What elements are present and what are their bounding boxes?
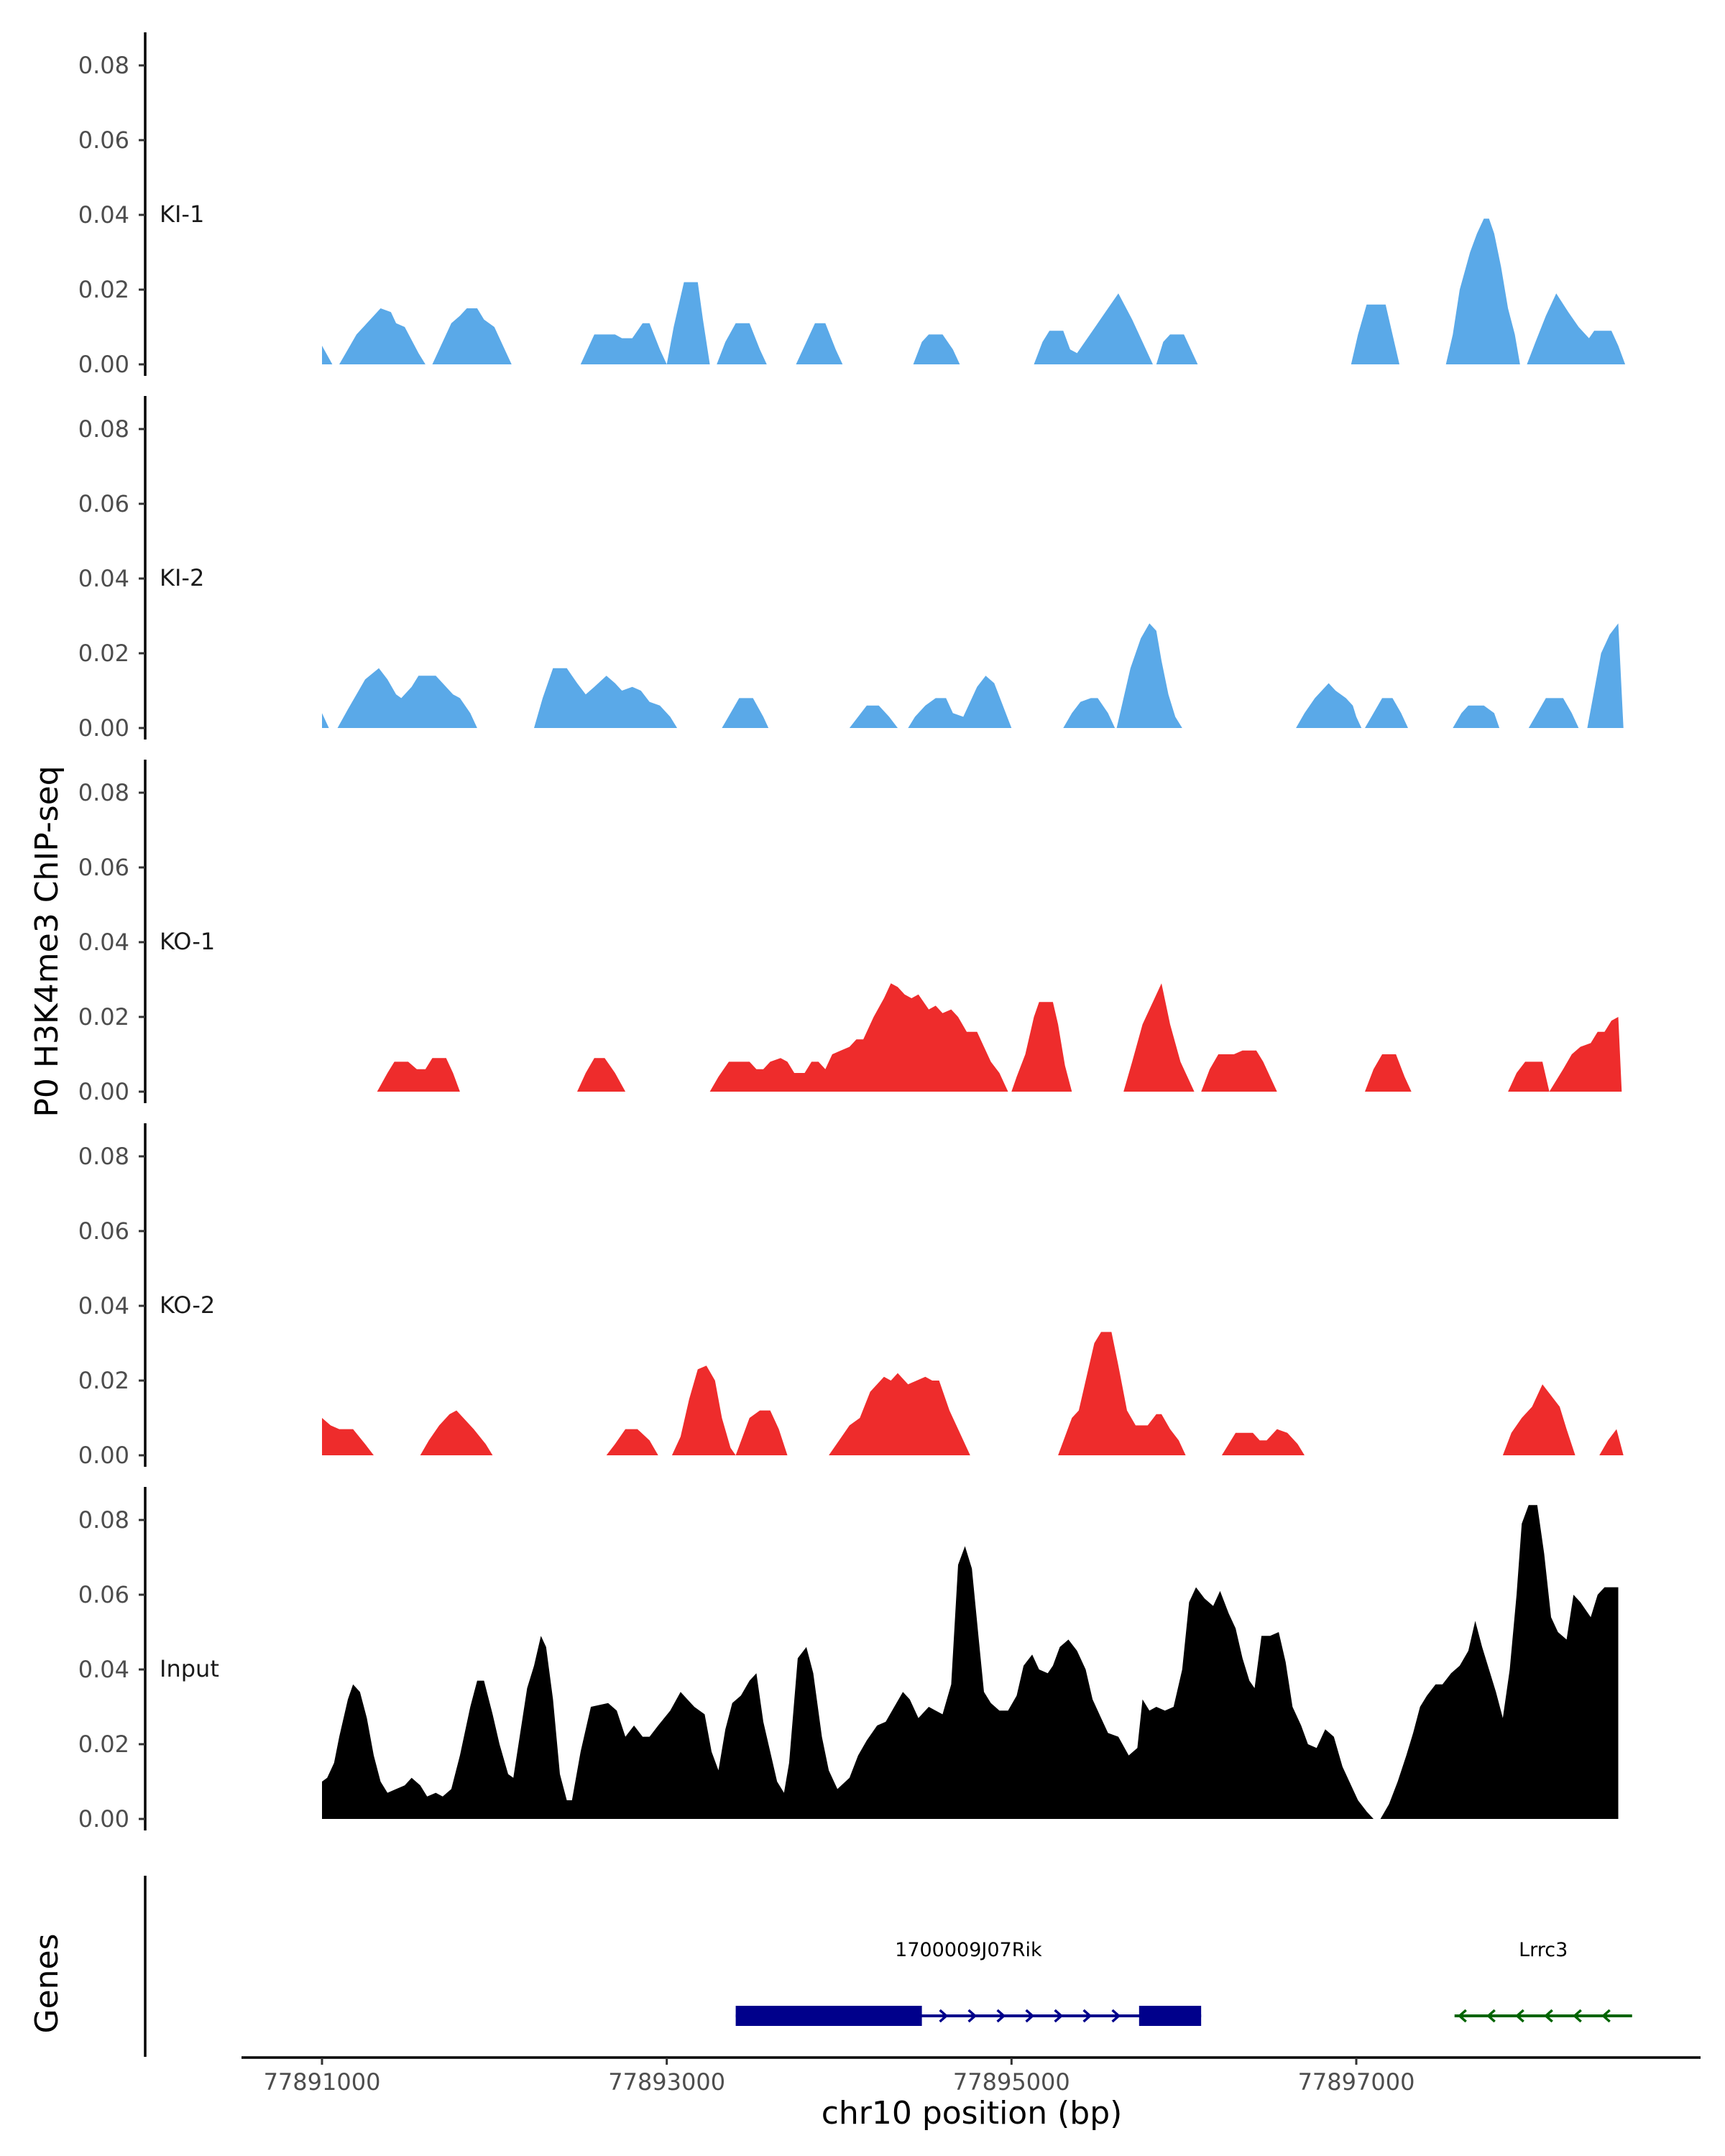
gene-strand-arrow [967,2009,978,2023]
y-tick-label: 0.02 [78,640,129,667]
tracks-layer: 0.00 0.02 0.04 0.06 0.08 KI-1 0.00 0.02 0.04 0.06… [78,32,1626,1833]
gene-strand-arrow [1601,2009,1611,2023]
y-tick-label: 0.00 [78,714,129,742]
track-area-ki-2 [322,623,1624,728]
gene-exon [1138,2006,1202,2026]
y-tick-label: 0.08 [78,52,129,79]
track-label-ki-1: KI-1 [160,201,204,228]
gene-1700009j07rik: 1700009J07Rik [735,1939,1202,2026]
track-label-input: Input [160,1655,219,1682]
gene-label: Lrrc3 [1519,1939,1568,1961]
y-tick-label: 0.08 [78,1143,129,1170]
track-panel-ki-1: 0.00 0.02 0.04 0.06 0.08 KI-1 [78,32,1626,378]
track-panel-ki-2: 0.00 0.02 0.04 0.06 0.08 KI-2 [78,396,1624,742]
y-tick-label: 0.04 [78,1656,129,1683]
x-tick-label: 77893000 [608,2068,725,2096]
x-axis: 77891000 77893000 77895000 77897000 [242,2056,1701,2096]
gene-strand-arrow [1573,2009,1582,2023]
y-tick-label: 0.02 [78,1731,129,1758]
track-area-ko-1 [377,983,1622,1092]
y-tick-label: 0.06 [78,490,129,517]
gene-strand-arrow [1111,2009,1121,2023]
y-tick-label: 0.08 [78,415,129,443]
gene-strand-arrow [1544,2009,1553,2023]
track-panel-input: 0.00 0.02 0.04 0.06 0.08 Input [78,1487,1619,1833]
track-panel-ko-1: 0.00 0.02 0.04 0.06 0.08 KO-1 [78,760,1622,1105]
y-tick-label: 0.06 [78,126,129,154]
y-tick-label: 0.04 [78,565,129,592]
gene-strand-arrow [1515,2009,1524,2023]
y-tick-label: 0.00 [78,1078,129,1105]
y-tick-label: 0.00 [78,1442,129,1469]
track-label-ki-2: KI-2 [160,564,204,591]
y-axis-title: P0 H3K4me3 ChIP-seq [29,765,65,1117]
track-label-ko-1: KO-1 [160,928,215,955]
y-tick-label: 0.02 [78,1003,129,1031]
gene-label: 1700009J07Rik [895,1939,1042,1961]
gene-strand-arrow [1486,2009,1496,2023]
y-tick-label: 0.08 [78,779,129,806]
y-tick-label: 0.06 [78,854,129,881]
y-tick-label: 0.04 [78,929,129,956]
y-tick-label: 0.08 [78,1506,129,1534]
track-label-ko-2: KO-2 [160,1291,215,1319]
x-axis-title: chr10 position (bp) [822,2095,1123,2132]
y-tick-label: 0.00 [78,1805,129,1833]
y-tick-label: 0.04 [78,201,129,229]
x-tick-label: 77891000 [264,2068,381,2096]
track-panel-ko-2: 0.00 0.02 0.04 0.06 0.08 KO-2 [78,1123,1624,1469]
gene-strand-arrow [1025,2009,1035,2023]
gene-exon [735,2006,922,2026]
genes-axis-title: Genes [29,1933,65,2033]
gene-strand-arrow [1458,2009,1467,2023]
y-tick-label: 0.00 [78,351,129,378]
genes-panel: 1700009J07Rik Lrrc3 [144,1876,1632,2057]
gene-strand-arrow [1082,2009,1092,2023]
gene-strand-arrow [1054,2009,1064,2023]
y-tick-label: 0.06 [78,1581,129,1608]
x-tick-label: 77895000 [953,2068,1070,2096]
track-area-ki-1 [322,218,1626,364]
y-tick-label: 0.02 [78,1367,129,1394]
gene-lrrc3: Lrrc3 [1454,1939,1632,2023]
y-tick-label: 0.02 [78,276,129,303]
y-tick-label: 0.04 [78,1292,129,1319]
gene-strand-arrow [996,2009,1006,2023]
track-area-input [322,1505,1619,1819]
track-area-ko-2 [322,1332,1624,1455]
gene-strand-arrow [939,2009,949,2023]
x-tick-label: 77897000 [1298,2068,1415,2096]
y-tick-label: 0.06 [78,1217,129,1245]
